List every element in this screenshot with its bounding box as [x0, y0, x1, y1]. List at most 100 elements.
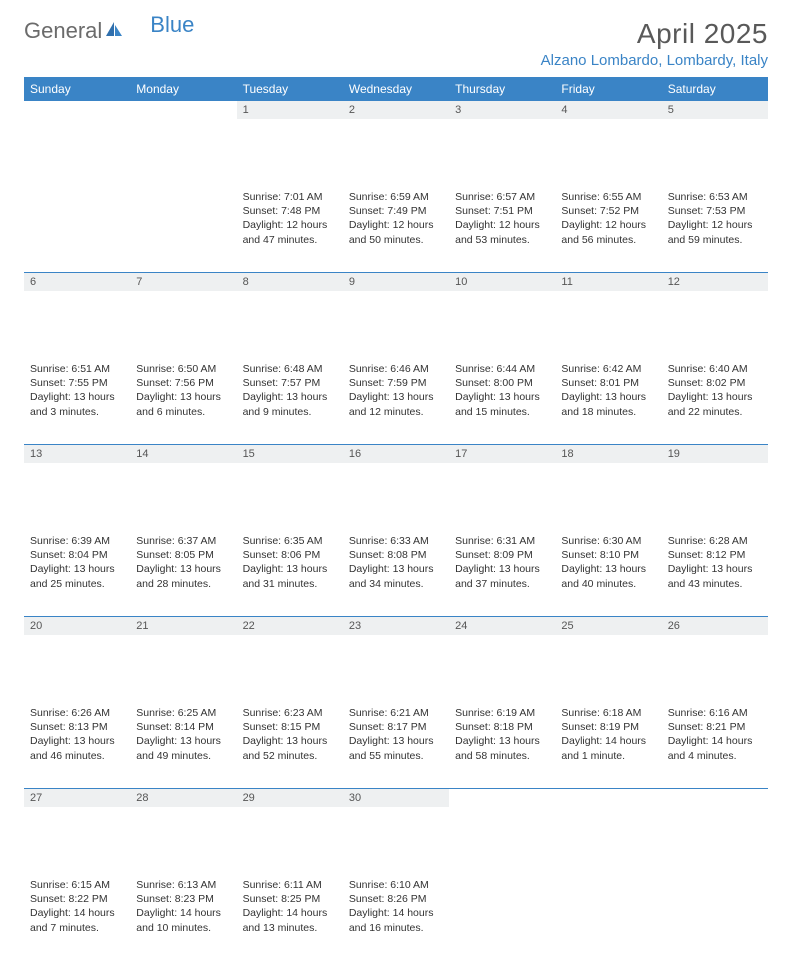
day-cell: Sunrise: 6:35 AMSunset: 8:06 PMDaylight:… [237, 530, 343, 616]
day-number: 18 [555, 444, 661, 463]
day-content [449, 874, 555, 884]
sunrise-text: Sunrise: 6:19 AM [455, 706, 549, 720]
day-cell: Sunrise: 6:25 AMSunset: 8:14 PMDaylight:… [130, 702, 236, 788]
day-cell: Sunrise: 6:23 AMSunset: 8:15 PMDaylight:… [237, 702, 343, 788]
brand-name-2: Blue [150, 12, 194, 38]
weekday-header: Wednesday [343, 78, 449, 101]
day-number: 23 [343, 616, 449, 635]
day-cell: Sunrise: 6:26 AMSunset: 8:13 PMDaylight:… [24, 702, 130, 788]
daylight-text: Daylight: 13 hours and 25 minutes. [30, 562, 124, 590]
sunrise-text: Sunrise: 6:39 AM [30, 534, 124, 548]
week-content-row: Sunrise: 6:39 AMSunset: 8:04 PMDaylight:… [24, 530, 768, 616]
day-content: Sunrise: 6:11 AMSunset: 8:25 PMDaylight:… [237, 874, 343, 941]
day-content [555, 874, 661, 884]
week-daynum-row: 20212223242526 [24, 616, 768, 702]
day-content [662, 874, 768, 884]
sunrise-text: Sunrise: 6:15 AM [30, 878, 124, 892]
sunset-text: Sunset: 7:51 PM [455, 204, 549, 218]
brand-name-1: General [24, 18, 102, 44]
day-cell: Sunrise: 6:46 AMSunset: 7:59 PMDaylight:… [343, 358, 449, 444]
day-cell: Sunrise: 6:44 AMSunset: 8:00 PMDaylight:… [449, 358, 555, 444]
day-number: 17 [449, 444, 555, 463]
sunrise-text: Sunrise: 6:11 AM [243, 878, 337, 892]
sunrise-text: Sunrise: 6:42 AM [561, 362, 655, 376]
day-number: 2 [343, 100, 449, 119]
day-number: 24 [449, 616, 555, 635]
day-content: Sunrise: 6:35 AMSunset: 8:06 PMDaylight:… [237, 530, 343, 597]
sunset-text: Sunset: 7:52 PM [561, 204, 655, 218]
sunset-text: Sunset: 8:15 PM [243, 720, 337, 734]
month-title: April 2025 [541, 18, 768, 50]
day-number: 28 [130, 788, 236, 807]
sunset-text: Sunset: 8:12 PM [668, 548, 762, 562]
week-content-row: Sunrise: 6:51 AMSunset: 7:55 PMDaylight:… [24, 358, 768, 444]
sunrise-text: Sunrise: 6:26 AM [30, 706, 124, 720]
day-number: 29 [237, 788, 343, 807]
day-content: Sunrise: 6:59 AMSunset: 7:49 PMDaylight:… [343, 186, 449, 253]
sail-icon [104, 20, 124, 43]
day-number: 10 [449, 272, 555, 291]
day-cell: Sunrise: 6:33 AMSunset: 8:08 PMDaylight:… [343, 530, 449, 616]
daylight-text: Daylight: 13 hours and 43 minutes. [668, 562, 762, 590]
sunrise-text: Sunrise: 6:28 AM [668, 534, 762, 548]
day-number: 19 [662, 444, 768, 463]
day-content: Sunrise: 6:37 AMSunset: 8:05 PMDaylight:… [130, 530, 236, 597]
day-content: Sunrise: 6:48 AMSunset: 7:57 PMDaylight:… [237, 358, 343, 425]
day-number: 30 [343, 788, 449, 807]
sunset-text: Sunset: 8:13 PM [30, 720, 124, 734]
calendar-body: 12345Sunrise: 7:01 AMSunset: 7:48 PMDayl… [24, 100, 768, 960]
day-number: 26 [662, 616, 768, 635]
sunrise-text: Sunrise: 6:55 AM [561, 190, 655, 204]
sunrise-text: Sunrise: 6:31 AM [455, 534, 549, 548]
day-number-cell: 19 [662, 444, 768, 530]
day-number-cell: 14 [130, 444, 236, 530]
sunset-text: Sunset: 8:19 PM [561, 720, 655, 734]
day-cell: Sunrise: 6:30 AMSunset: 8:10 PMDaylight:… [555, 530, 661, 616]
day-cell: Sunrise: 6:40 AMSunset: 8:02 PMDaylight:… [662, 358, 768, 444]
sunset-text: Sunset: 8:14 PM [136, 720, 230, 734]
sunset-text: Sunset: 7:48 PM [243, 204, 337, 218]
day-content: Sunrise: 6:13 AMSunset: 8:23 PMDaylight:… [130, 874, 236, 941]
weekday-header: Monday [130, 78, 236, 101]
daylight-text: Daylight: 14 hours and 7 minutes. [30, 906, 124, 934]
day-cell [130, 186, 236, 272]
week-daynum-row: 12345 [24, 100, 768, 186]
day-number: 9 [343, 272, 449, 291]
daylight-text: Daylight: 13 hours and 40 minutes. [561, 562, 655, 590]
brand-logo: General Blue [24, 18, 194, 44]
sunset-text: Sunset: 8:04 PM [30, 548, 124, 562]
day-content [130, 186, 236, 196]
daylight-text: Daylight: 13 hours and 6 minutes. [136, 390, 230, 418]
sunrise-text: Sunrise: 6:40 AM [668, 362, 762, 376]
day-number [662, 788, 768, 795]
sunrise-text: Sunrise: 6:44 AM [455, 362, 549, 376]
week-daynum-row: 27282930 [24, 788, 768, 874]
day-content: Sunrise: 6:39 AMSunset: 8:04 PMDaylight:… [24, 530, 130, 597]
day-number-cell: 30 [343, 788, 449, 874]
sunrise-text: Sunrise: 6:48 AM [243, 362, 337, 376]
day-content: Sunrise: 6:18 AMSunset: 8:19 PMDaylight:… [555, 702, 661, 769]
day-content: Sunrise: 6:28 AMSunset: 8:12 PMDaylight:… [662, 530, 768, 597]
sunrise-text: Sunrise: 6:18 AM [561, 706, 655, 720]
day-number: 5 [662, 100, 768, 119]
day-number-cell: 12 [662, 272, 768, 358]
day-number-cell: 23 [343, 616, 449, 702]
day-number: 8 [237, 272, 343, 291]
day-number-cell: 7 [130, 272, 236, 358]
day-cell: Sunrise: 6:59 AMSunset: 7:49 PMDaylight:… [343, 186, 449, 272]
day-cell: Sunrise: 6:16 AMSunset: 8:21 PMDaylight:… [662, 702, 768, 788]
weekday-header: Thursday [449, 78, 555, 101]
day-number-cell [662, 788, 768, 874]
day-content: Sunrise: 6:23 AMSunset: 8:15 PMDaylight:… [237, 702, 343, 769]
daylight-text: Daylight: 13 hours and 12 minutes. [349, 390, 443, 418]
sunset-text: Sunset: 7:49 PM [349, 204, 443, 218]
sunrise-text: Sunrise: 6:53 AM [668, 190, 762, 204]
day-number: 6 [24, 272, 130, 291]
day-content: Sunrise: 6:46 AMSunset: 7:59 PMDaylight:… [343, 358, 449, 425]
day-number-cell: 15 [237, 444, 343, 530]
weekday-header: Tuesday [237, 78, 343, 101]
day-cell: Sunrise: 6:31 AMSunset: 8:09 PMDaylight:… [449, 530, 555, 616]
day-number-cell: 10 [449, 272, 555, 358]
day-cell: Sunrise: 6:28 AMSunset: 8:12 PMDaylight:… [662, 530, 768, 616]
weekday-header: Sunday [24, 78, 130, 101]
